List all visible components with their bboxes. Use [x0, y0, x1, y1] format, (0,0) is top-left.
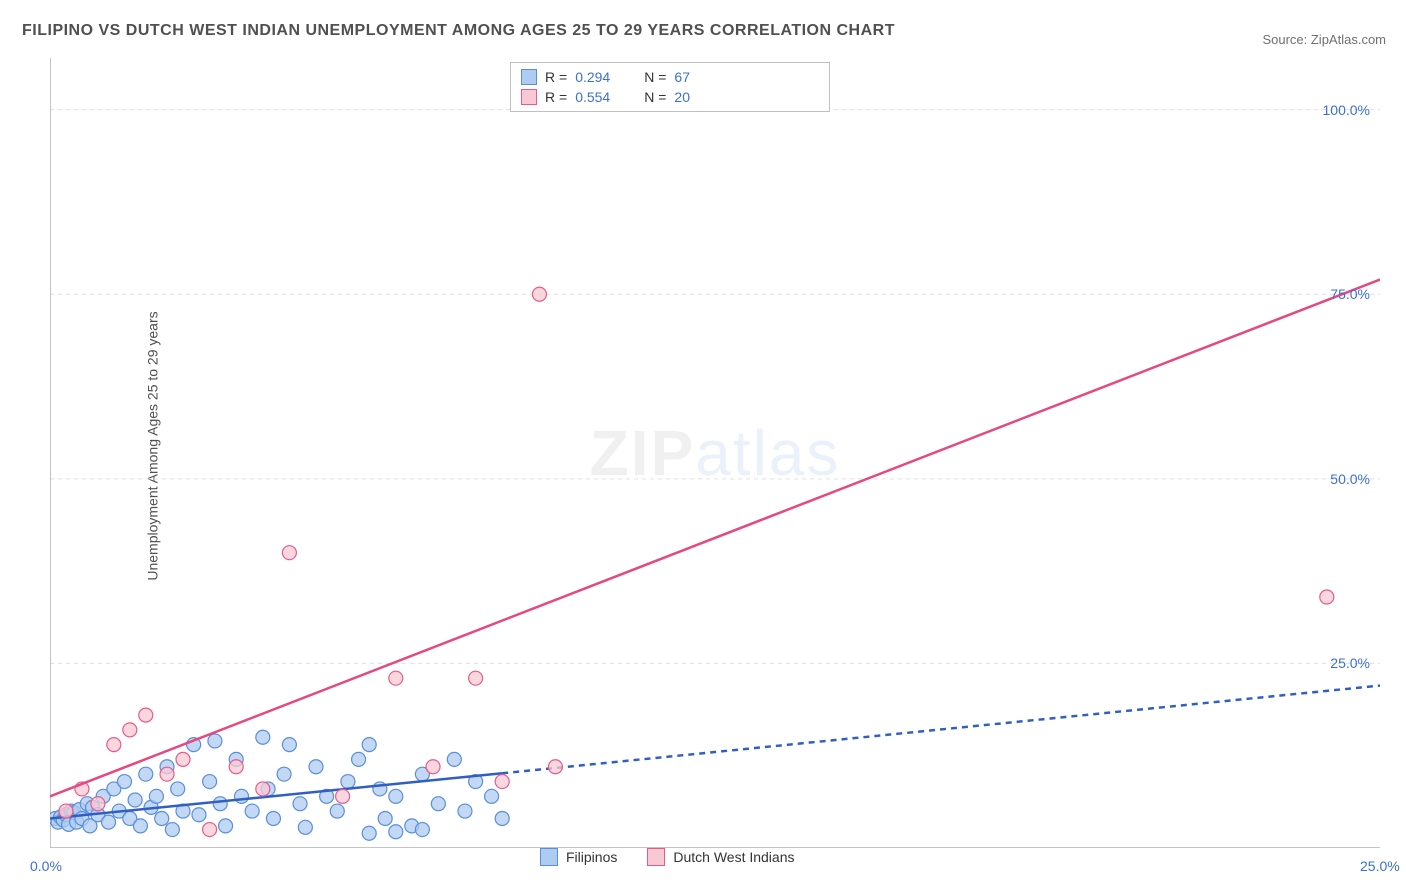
source-label: Source: ZipAtlas.com — [1262, 32, 1386, 47]
chart-title: FILIPINO VS DUTCH WEST INDIAN UNEMPLOYME… — [22, 22, 895, 40]
x-tick-label: 0.0% — [30, 858, 62, 874]
stat-row: R = 0.554 N = 20 — [521, 87, 819, 107]
stat-swatch — [521, 69, 537, 85]
y-tick-label: 100.0% — [1323, 102, 1370, 118]
legend-label: Dutch West Indians — [673, 849, 794, 865]
plot-area: ZIPatlas R = 0.294N = 67R = 0.554N = 20 — [50, 58, 1380, 848]
stat-n-value: 67 — [674, 69, 690, 85]
chart-svg — [50, 58, 1380, 848]
stat-box: R = 0.294 N = 67 R = 0.554 N = 20 — [510, 62, 830, 112]
y-tick-label: 75.0% — [1330, 286, 1370, 302]
legend-label: Filipinos — [566, 849, 617, 865]
stat-r-label: R = — [545, 69, 567, 85]
legend-swatch — [540, 848, 558, 866]
stat-swatch — [521, 89, 537, 105]
stat-n-value: 20 — [674, 89, 690, 105]
legend-item: Dutch West Indians — [647, 848, 794, 866]
y-tick-label: 50.0% — [1330, 471, 1370, 487]
x-tick-label: 25.0% — [1360, 858, 1400, 874]
legend-swatch — [647, 848, 665, 866]
stat-n-label: N = — [644, 69, 666, 85]
y-tick-label: 25.0% — [1330, 655, 1370, 671]
stat-r-value: 0.554 — [575, 89, 610, 105]
stat-n-label: N = — [644, 89, 666, 105]
stat-row: R = 0.294 N = 67 — [521, 67, 819, 87]
legend: Filipinos Dutch West Indians — [540, 848, 795, 866]
legend-item: Filipinos — [540, 848, 617, 866]
stat-r-label: R = — [545, 89, 567, 105]
stat-r-value: 0.294 — [575, 69, 610, 85]
